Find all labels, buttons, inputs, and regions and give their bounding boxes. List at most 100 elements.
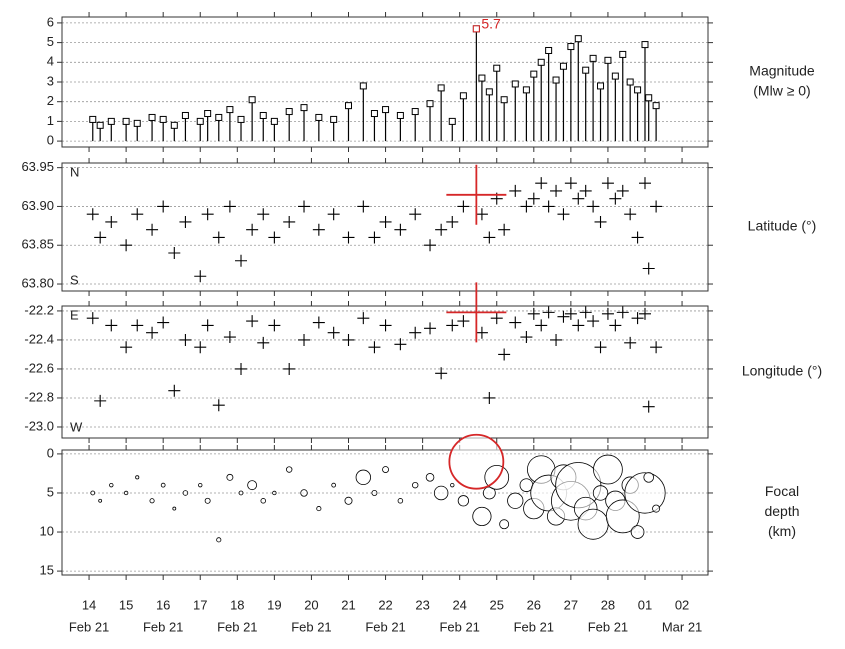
plus-marker — [146, 223, 159, 236]
plus-marker — [368, 231, 381, 244]
stem-marker — [359, 82, 367, 90]
bubble — [592, 485, 609, 501]
bubble — [630, 525, 645, 539]
panel: 0 1 2 3 4 5 6 Magnitude (Mlw ≥ 0) 5.7 — [47, 12, 815, 152]
y-axis-label: Focal — [765, 483, 799, 499]
plus-marker — [257, 208, 270, 221]
plus-marker — [146, 326, 159, 339]
plus-marker — [638, 177, 651, 190]
plus-marker — [105, 319, 118, 332]
stem-marker — [181, 111, 189, 119]
bubble — [172, 506, 177, 511]
y-axis-label: (Mlw ≥ 0) — [753, 83, 810, 99]
stem-marker — [582, 66, 590, 74]
bubble — [355, 469, 371, 486]
x-tick-label: 22 — [378, 597, 392, 612]
annotation: 5.7 — [481, 16, 501, 32]
plus-marker — [131, 208, 144, 221]
stem-marker — [170, 121, 178, 129]
plus-marker — [520, 200, 533, 213]
y-tick-label: 63.85 — [21, 237, 54, 252]
stem-marker — [500, 96, 508, 104]
y-axis-label: (km) — [768, 523, 796, 539]
x-tick-label: 26 — [527, 597, 541, 612]
panel: 0 5 10 15 Focal depth (km) 14 15 16 17 18 19 20 21 22 23… — [40, 433, 800, 634]
stem-marker — [545, 46, 553, 54]
stem-marker — [330, 115, 338, 123]
stem-marker — [645, 94, 653, 102]
y-tick-label: 0 — [47, 133, 54, 148]
x-month-label: Feb 21 — [588, 619, 628, 634]
plus-marker — [131, 319, 144, 332]
plus-marker — [624, 208, 637, 221]
plus-marker — [446, 319, 459, 332]
bubble — [160, 482, 166, 488]
stem-marker — [226, 106, 234, 114]
plus-marker — [409, 326, 422, 339]
plus-marker — [179, 333, 192, 346]
plus-marker — [520, 331, 533, 344]
x-month-label: Mar 21 — [662, 619, 702, 634]
x-tick-label: 21 — [341, 597, 355, 612]
y-axis-label: Longitude (°) — [742, 363, 822, 379]
stem-marker — [567, 43, 575, 51]
stem-marker — [411, 108, 419, 116]
plus-marker — [475, 326, 488, 339]
x-month-label: Feb 21 — [439, 619, 479, 634]
plot-frame — [61, 305, 709, 439]
x-month-label: Feb 21 — [365, 619, 405, 634]
bubble — [90, 490, 96, 496]
plus-marker — [379, 319, 392, 332]
plus-marker — [624, 336, 637, 349]
stem-marker — [122, 117, 130, 125]
x-tick-label: 25 — [490, 597, 504, 612]
plus-marker — [246, 315, 259, 328]
bubble — [344, 496, 353, 505]
x-tick-label: 20 — [304, 597, 318, 612]
plus-marker — [342, 231, 355, 244]
x-tick-label: 17 — [193, 597, 207, 612]
x-tick-label: 18 — [230, 597, 244, 612]
y-tick-label: -22.6 — [24, 360, 54, 375]
direction-label: S — [70, 272, 79, 287]
plot-frame — [61, 162, 709, 292]
plus-marker — [572, 319, 585, 332]
plus-marker — [594, 215, 607, 228]
bubble — [260, 498, 267, 504]
stem-marker — [270, 117, 278, 125]
plus-marker — [212, 231, 225, 244]
x-tick-label: 02 — [675, 597, 689, 612]
plus-marker — [168, 384, 181, 397]
stem-marker — [448, 117, 456, 125]
stem-marker — [248, 96, 256, 104]
plus-marker — [642, 400, 655, 413]
bubble — [123, 490, 129, 496]
plus-marker — [601, 177, 614, 190]
y-tick-label: 6 — [47, 14, 54, 29]
bubble — [652, 504, 661, 513]
stem-marker — [437, 84, 445, 92]
stem-marker — [478, 74, 486, 82]
plus-marker — [650, 341, 663, 354]
plus-marker — [268, 319, 281, 332]
plus-marker — [223, 200, 236, 213]
plus-marker — [212, 399, 225, 412]
bubble — [226, 473, 234, 481]
bubble — [507, 492, 524, 509]
stem-marker — [537, 58, 545, 66]
plus-marker — [579, 184, 592, 197]
y-tick-label: -22.4 — [24, 331, 54, 346]
plus-marker — [483, 231, 496, 244]
plus-marker — [542, 306, 555, 319]
stem-marker — [89, 115, 97, 123]
x-tick-label: 28 — [601, 597, 615, 612]
x-month-label: Feb 21 — [291, 619, 331, 634]
plus-marker — [312, 316, 325, 329]
plus-marker — [298, 333, 311, 346]
stem-marker — [237, 115, 245, 123]
plus-marker — [550, 333, 563, 346]
stem-marker — [315, 113, 323, 121]
stem-marker — [493, 64, 501, 72]
direction-label: E — [70, 307, 79, 322]
bubble — [316, 506, 322, 512]
